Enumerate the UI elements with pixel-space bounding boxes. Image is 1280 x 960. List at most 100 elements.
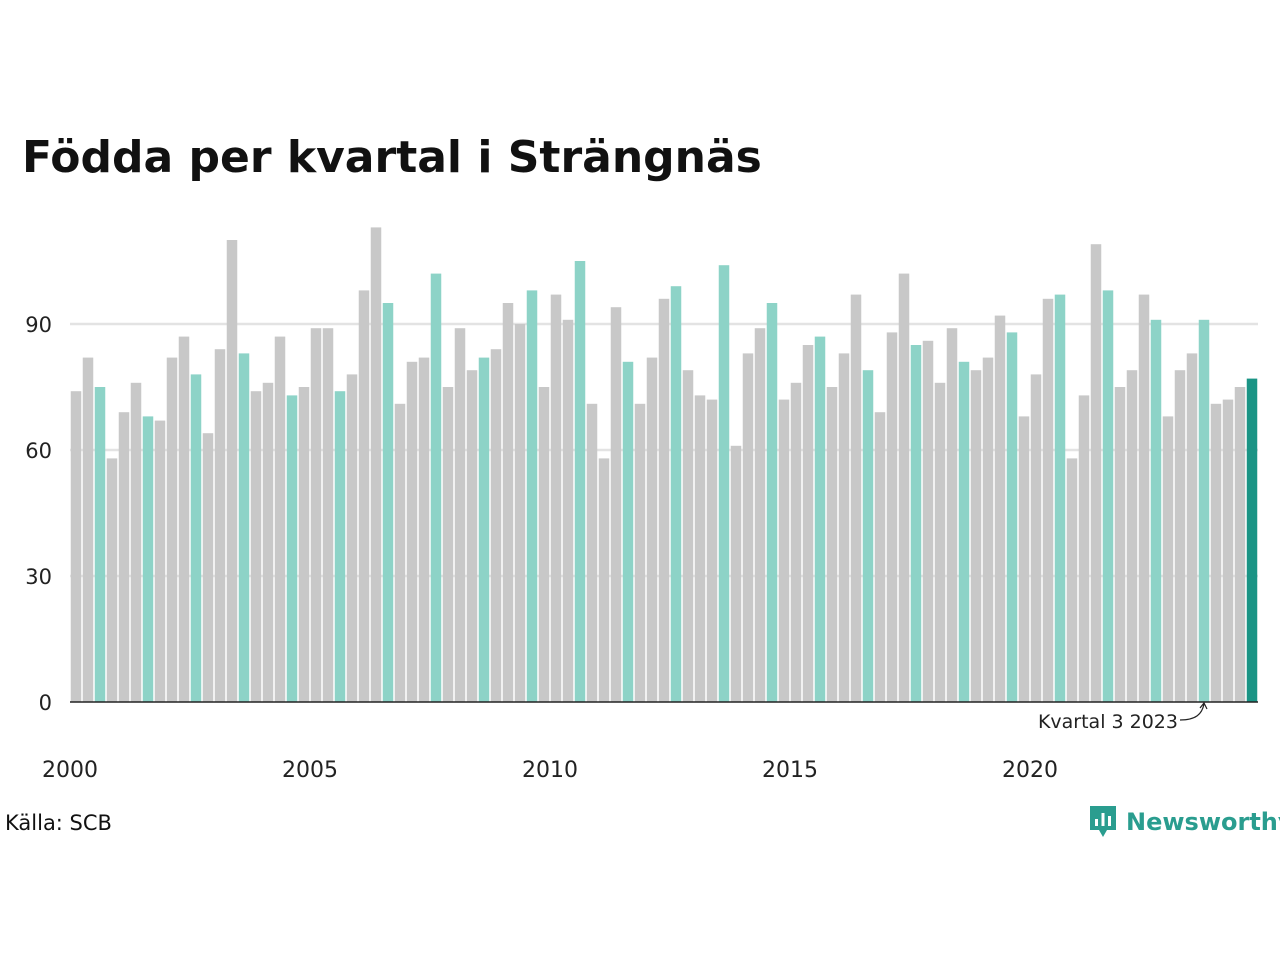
bar <box>982 357 994 702</box>
bar <box>166 357 178 702</box>
bar <box>730 445 742 702</box>
bar <box>1138 294 1150 702</box>
bar <box>874 412 886 702</box>
bar <box>850 294 862 702</box>
bar <box>1186 353 1198 702</box>
bar <box>1126 370 1138 702</box>
bar <box>250 391 262 702</box>
bar <box>1054 294 1066 702</box>
bar <box>1198 319 1210 702</box>
bar <box>1042 298 1054 702</box>
bar <box>922 340 934 702</box>
bar <box>718 265 730 702</box>
x-tick-label: 2015 <box>762 758 818 783</box>
x-tick-label: 2000 <box>42 758 98 783</box>
y-axis-ticks: 0 30 60 90 <box>25 313 52 715</box>
bar <box>898 273 910 702</box>
bar <box>646 357 658 702</box>
bar <box>274 336 286 702</box>
bar <box>214 349 226 702</box>
bar <box>1102 290 1114 702</box>
bar <box>358 290 370 702</box>
bar <box>70 391 82 702</box>
source-note: Källa: SCB <box>5 811 112 835</box>
bar <box>442 387 454 702</box>
bar <box>670 286 682 702</box>
bar <box>310 328 322 702</box>
bar <box>394 403 406 702</box>
y-tick-label: 60 <box>25 439 52 463</box>
bar <box>574 261 586 702</box>
bar <box>106 458 118 702</box>
bar <box>886 332 898 702</box>
bar <box>1162 416 1174 702</box>
bar <box>1006 332 1018 702</box>
bar <box>826 387 838 702</box>
bar <box>754 328 766 702</box>
bar <box>634 403 646 702</box>
bar <box>502 303 514 702</box>
bar <box>406 361 418 702</box>
bar <box>862 370 874 702</box>
bar <box>154 420 166 702</box>
bar <box>82 357 94 702</box>
bar <box>694 395 706 702</box>
bar <box>742 353 754 702</box>
bar <box>190 374 202 702</box>
bar <box>418 357 430 702</box>
bar <box>466 370 478 702</box>
bar <box>514 324 526 702</box>
bar <box>586 403 598 702</box>
bar <box>370 227 382 702</box>
bar <box>562 319 574 702</box>
bar <box>490 349 502 702</box>
bar <box>454 328 466 702</box>
bar <box>322 328 334 702</box>
bar <box>94 387 106 702</box>
bar <box>238 353 250 702</box>
bar <box>610 307 622 702</box>
bar <box>1018 416 1030 702</box>
x-tick-label: 2005 <box>282 758 338 783</box>
bar <box>1246 378 1258 702</box>
bar <box>1222 399 1234 702</box>
bar <box>346 374 358 702</box>
bar <box>382 303 394 702</box>
bar <box>790 382 802 702</box>
bar <box>478 357 490 702</box>
newsworthy-logo: Newsworthy <box>1088 804 1280 840</box>
bar <box>538 387 550 702</box>
bar <box>1234 387 1246 702</box>
bar <box>778 399 790 702</box>
bar <box>910 345 922 702</box>
bar <box>802 345 814 702</box>
bar-chart: 0 30 60 90 2000 2005 2010 2015 2020 Kvartal 3 2… <box>25 227 1258 783</box>
bar <box>934 382 946 702</box>
bar <box>1210 403 1222 702</box>
bar <box>226 240 238 702</box>
bar <box>1078 395 1090 702</box>
bar <box>142 416 154 702</box>
annotation-arrow <box>1179 701 1208 721</box>
bar <box>970 370 982 702</box>
bar <box>622 361 634 702</box>
bar <box>430 273 442 702</box>
bar <box>1174 370 1186 702</box>
bar <box>682 370 694 702</box>
bar <box>286 395 298 702</box>
bar <box>1066 458 1078 702</box>
x-axis-ticks: 2000 2005 2010 2015 2020 <box>42 758 1058 783</box>
bar <box>814 336 826 702</box>
bar <box>946 328 958 702</box>
y-tick-label: 90 <box>25 313 52 337</box>
bar <box>766 303 778 702</box>
x-tick-label: 2010 <box>522 758 578 783</box>
newsworthy-logo-icon <box>1090 806 1116 837</box>
bar <box>130 382 142 702</box>
bar <box>118 412 130 702</box>
bar <box>838 353 850 702</box>
bar <box>334 391 346 702</box>
bar <box>1150 319 1162 702</box>
bars <box>70 227 1258 702</box>
bar <box>550 294 562 702</box>
